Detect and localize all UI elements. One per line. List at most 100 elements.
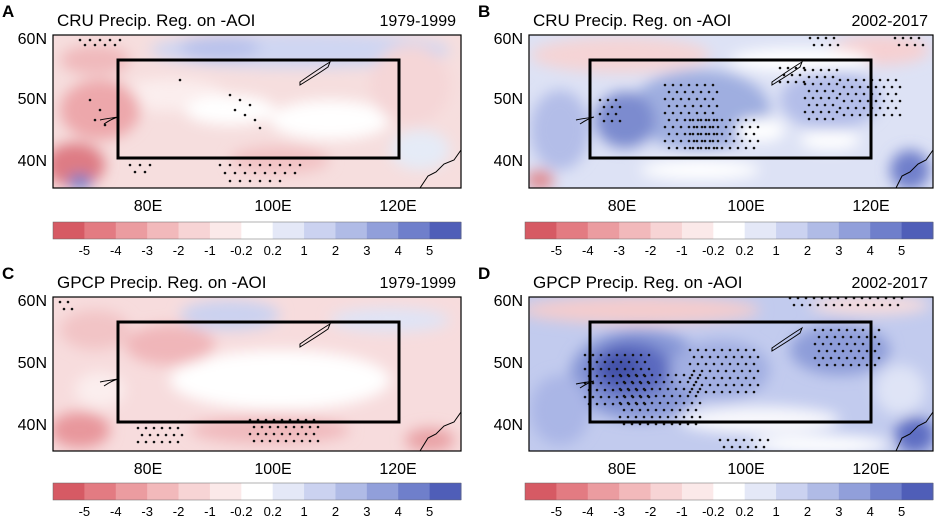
stipple-dot (848, 303, 852, 307)
stipple-dot (688, 118, 692, 122)
stipple-dot (813, 356, 817, 360)
stipple-dot (813, 342, 817, 346)
stipple-dot (845, 356, 849, 360)
colorbar-swatch (272, 222, 305, 239)
stipple-dot (176, 426, 180, 430)
stipple-dot (754, 445, 758, 449)
colorbar-swatch (870, 222, 903, 239)
stipple-dot (280, 432, 284, 436)
colorbar-swatch (178, 222, 211, 239)
panel-d-ytick: 40N (494, 417, 523, 434)
stipple-dot (694, 380, 698, 384)
colorbar-swatch (209, 222, 242, 239)
stipple-dot (886, 106, 890, 110)
colorbar-swatch (681, 222, 714, 239)
stipple-dot (308, 439, 312, 443)
stipple-dot (671, 83, 675, 87)
stipple-dot (862, 78, 866, 82)
stipple-dot (686, 380, 690, 384)
colorbar-label: -3 (141, 504, 153, 519)
colorbar-swatch (713, 483, 746, 500)
stipple-dot (873, 363, 877, 367)
stipple-dot (598, 112, 602, 116)
stipple-dot (698, 387, 702, 391)
colorbar-label: 1 (772, 243, 779, 258)
stipple-dot (886, 78, 890, 82)
stipple-dot (687, 97, 691, 101)
stipple-dot (646, 380, 650, 384)
stipple-dot (700, 369, 704, 373)
colorbar-swatch (650, 222, 683, 239)
stipple-dot (591, 381, 595, 385)
colorbar-label: -3 (613, 243, 625, 258)
stipple-dot (674, 401, 678, 405)
stipple-dot (893, 36, 897, 40)
panel-d-label: D (478, 264, 490, 283)
stipple-dot (738, 445, 742, 449)
stipple-dot (698, 373, 702, 377)
panel-a-stippling (78, 38, 302, 183)
stipple-dot (720, 362, 724, 366)
stipple-dot (736, 132, 740, 136)
stipple-dot (732, 139, 736, 143)
stipple-dot (667, 104, 671, 108)
stipple-dot (898, 99, 902, 103)
stipple-dot (682, 387, 686, 391)
stipple-dot (176, 440, 180, 444)
stipple-dot (670, 394, 674, 398)
stipple-dot (599, 381, 603, 385)
stipple-dot (815, 89, 819, 93)
colorbar-label: -2 (645, 243, 657, 258)
stipple-dot (686, 408, 690, 412)
stipple-dot (583, 367, 587, 371)
colorbar-swatch (650, 483, 683, 500)
stipple-dot (712, 132, 716, 136)
stipple-dot (679, 97, 683, 101)
stipple-dot (807, 117, 811, 121)
stipple-dot (598, 98, 602, 102)
panel-b-ytick: 50N (494, 91, 523, 108)
stipple-dot (671, 139, 675, 143)
stipple-dot (272, 432, 276, 436)
stipple-dot (671, 97, 675, 101)
stipple-dot (611, 374, 615, 378)
stipple-dot (819, 82, 823, 86)
stipple-dot (300, 439, 304, 443)
stipple-dot (687, 125, 691, 129)
stipple-dot (854, 78, 858, 82)
stipple-dot (803, 110, 807, 114)
stipple-dot (720, 146, 724, 150)
stipple-dot (827, 68, 831, 72)
stipple-dot (720, 132, 724, 136)
stipple-dot (694, 394, 698, 398)
stipple-dot (603, 360, 607, 364)
stipple-dot (921, 43, 925, 47)
panel-c-colorbar: -5 -4 -3 -2 -1 -0.2 0.2 1 2 3 4 5 (52, 482, 462, 519)
stipple-dot (704, 376, 708, 380)
stipple-dot (728, 132, 732, 136)
stipple-dot (160, 440, 164, 444)
colorbar-label: 0.2 (736, 504, 754, 519)
panel-b-xtick: 80E (608, 198, 636, 215)
stipple-dot (696, 348, 700, 352)
stipple-dot (603, 388, 607, 392)
stipple-dot (730, 445, 734, 449)
colorbar-label: -0.2 (702, 243, 724, 258)
panel-b: B CRU Precip. Reg. on -AOI 2002-2017 (478, 2, 934, 258)
panel-a: A CRU Precip. Reg. on -AOI 1979-1999 (2, 2, 462, 258)
stipple-dot (695, 125, 699, 129)
stipple-dot (812, 43, 816, 47)
stipple-dot (607, 367, 611, 371)
colorbar-label: 3 (363, 504, 370, 519)
stipple-dot (849, 335, 853, 339)
stipple-dot (746, 445, 750, 449)
stipple-dot (688, 390, 692, 394)
stipple-dot (882, 99, 886, 103)
stipple-dot (148, 433, 152, 437)
stipple-dot (615, 367, 619, 371)
stipple-dot (718, 438, 722, 442)
colorbar-label: -0.2 (230, 243, 252, 258)
stipple-dot (690, 387, 694, 391)
colorbar-label: 4 (395, 504, 402, 519)
stipple-dot (667, 132, 671, 136)
